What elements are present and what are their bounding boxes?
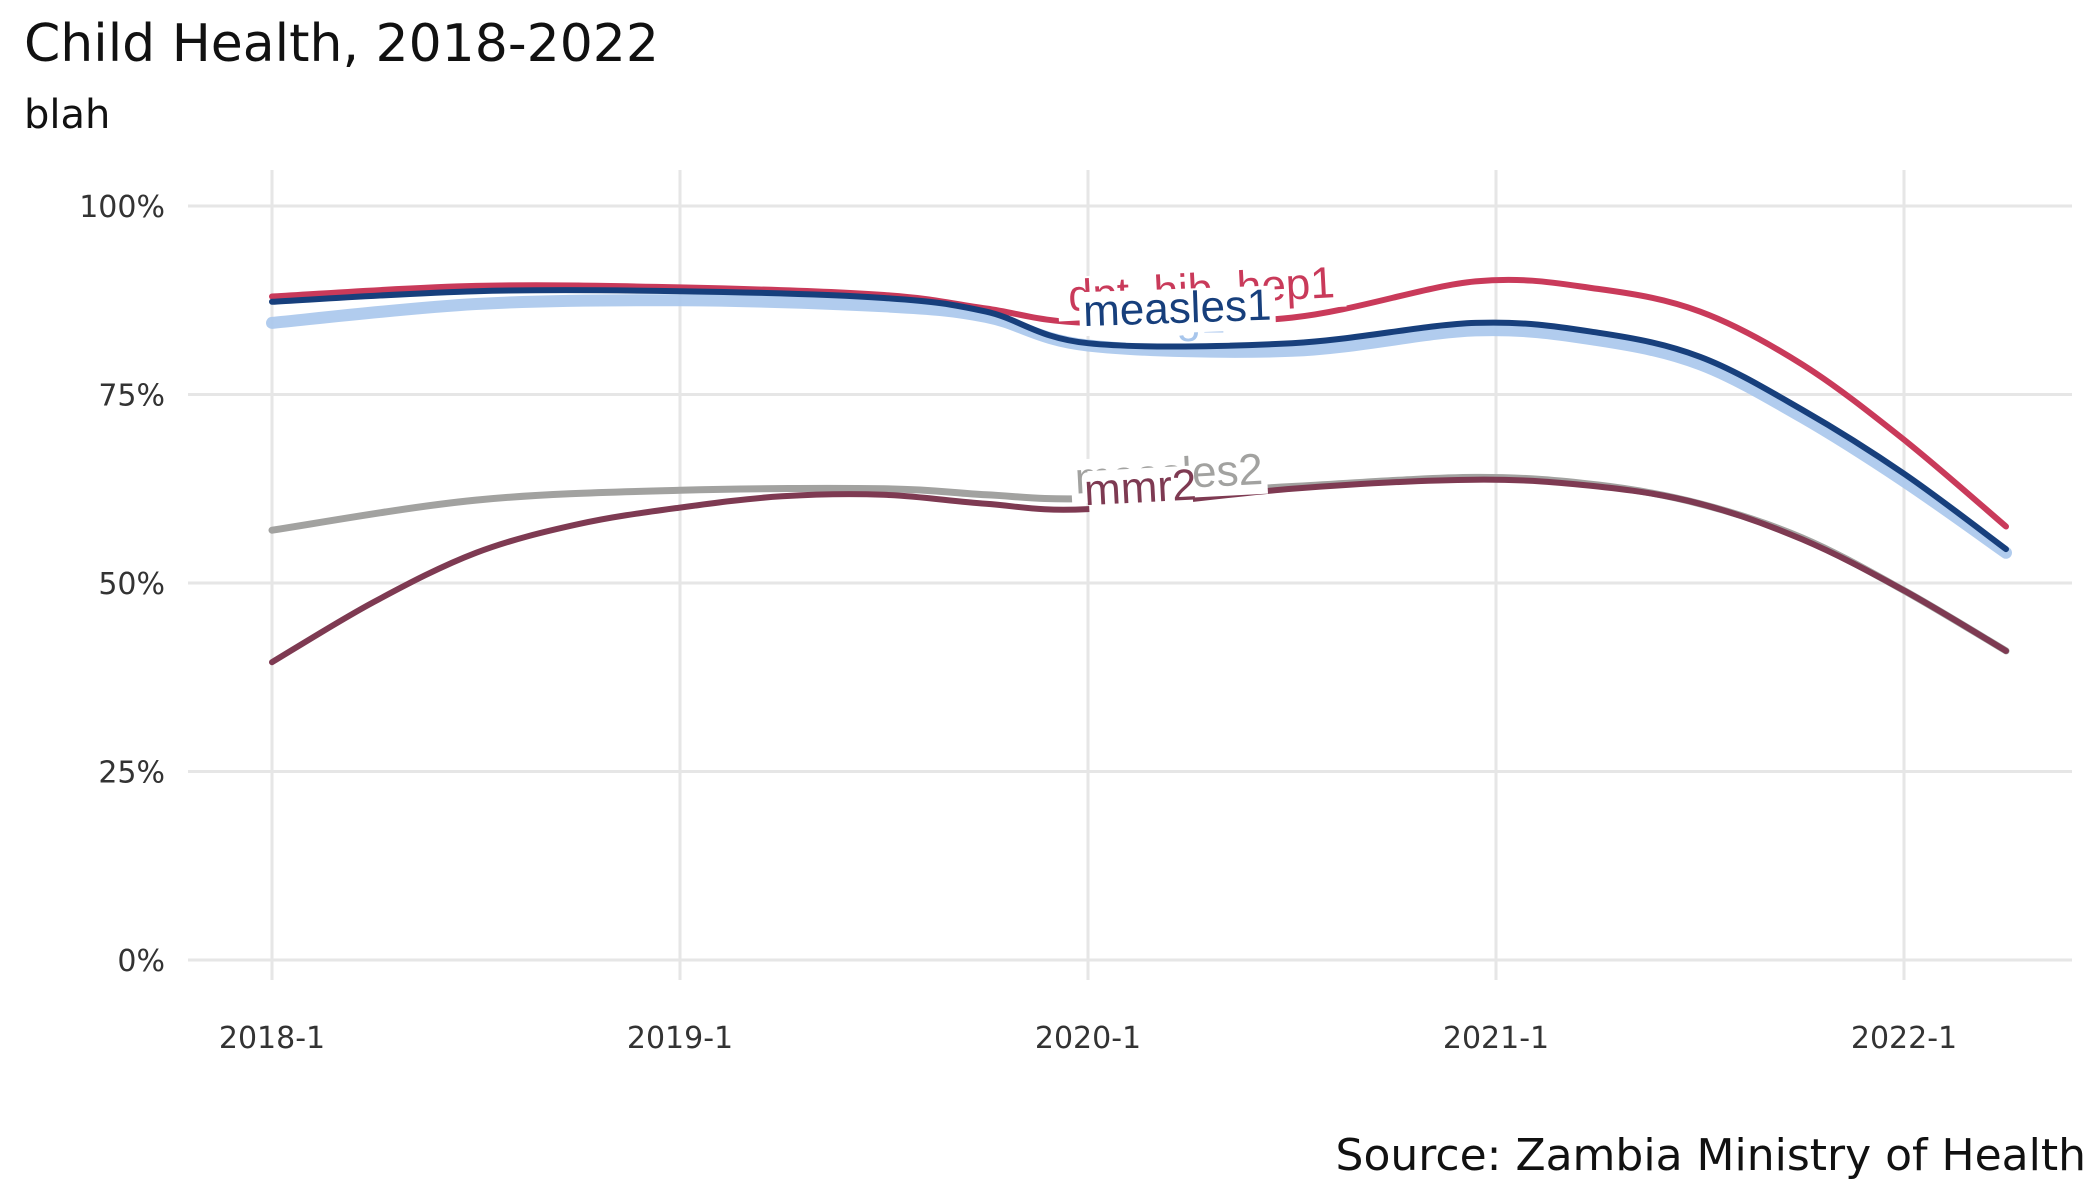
chart-caption: Source: Zambia Ministry of Health — [1335, 1130, 2086, 1181]
series-label-mmr2: mmr2 — [1083, 460, 1198, 515]
y-tick-label: 100% — [79, 190, 165, 225]
x-tick-label: 2018-1 — [219, 1021, 325, 1056]
chart-title: Child Health, 2018-2022 — [24, 14, 659, 74]
chart-subtitle: blah — [24, 92, 111, 138]
x-tick-label: 2019-1 — [627, 1021, 733, 1056]
series-line-measles1 — [269, 287, 2009, 553]
y-tick-label: 75% — [98, 379, 165, 414]
y-tick-label: 25% — [98, 756, 165, 791]
series-line-mmr2 — [269, 476, 2009, 666]
label-knockout — [1078, 285, 1277, 337]
x-tick-label: 2021-1 — [1443, 1021, 1549, 1056]
series-label-text: measles1 — [1082, 281, 1272, 337]
series-line-bcg1 — [266, 294, 2012, 559]
series-label-measles1: measles1 — [1078, 281, 1277, 337]
x-tick-label: 2022-1 — [1851, 1021, 1957, 1056]
tick-labels: 0% 25% 50% 75% 100% 2018-1 2019-1 2020-1 2021-1 2… — [79, 190, 1957, 1056]
series-labels: dpt_hib_hep1bcg1measles1measles2mmr2 — [1056, 258, 1347, 515]
x-tick-label: 2020-1 — [1035, 1021, 1141, 1056]
label-knockout — [1087, 465, 1194, 516]
series-label-text: mmr2 — [1083, 460, 1198, 515]
y-tick-label: 50% — [98, 567, 165, 602]
y-tick-label: 0% — [117, 944, 165, 979]
